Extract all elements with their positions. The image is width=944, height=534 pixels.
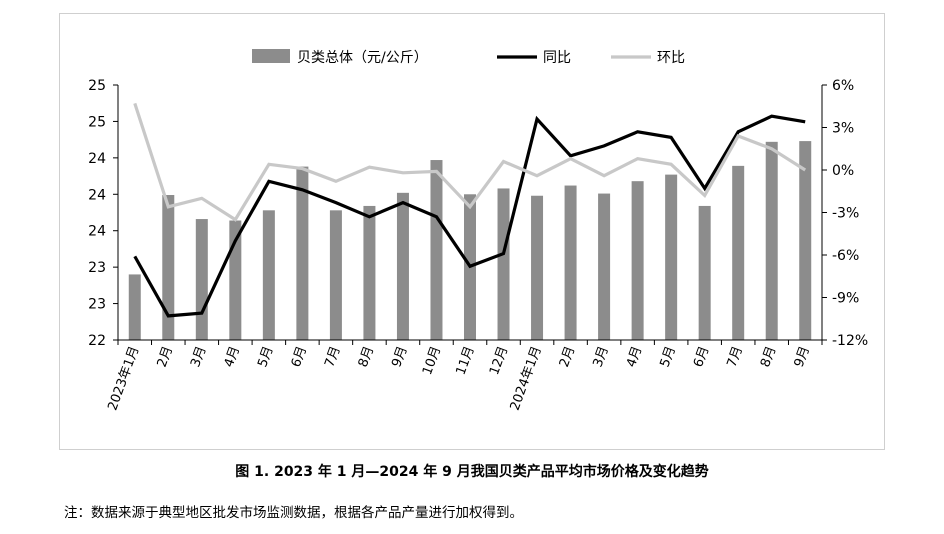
bar-17	[698, 205, 711, 340]
x-tick-label-8: 9月	[389, 344, 410, 369]
bar-18	[732, 165, 745, 340]
right-tick-label-4: 0%	[832, 163, 854, 179]
bar-6	[329, 210, 342, 340]
right-tick-label-6: 6%	[832, 78, 854, 94]
x-tick-label-1: 2月	[155, 344, 176, 369]
bar-13	[564, 185, 577, 340]
legend-bar-swatch	[252, 49, 290, 63]
x-tick-label-6: 7月	[322, 344, 343, 369]
bar-4	[262, 210, 275, 340]
x-tick-label-2: 3月	[188, 344, 209, 369]
legend-label-yoy: 同比	[543, 50, 571, 66]
left-tick-label-3: 24	[88, 224, 106, 240]
left-tick-label-4: 24	[88, 187, 106, 203]
bar-7	[363, 205, 376, 340]
figure-note: 注：数据来源于典型地区批发市场监测数据，根据各产品产量进行加权得到。	[64, 505, 523, 521]
legend-label-bars: 贝类总体（元/公斤）	[297, 50, 428, 66]
right-tick-label-5: 3%	[832, 121, 854, 137]
x-tick-label-12: 2024年1月	[508, 344, 545, 412]
left-tick-label-5: 24	[88, 151, 106, 167]
chart-svg: 22 23 23 24 24 24 25 25 -12% -9% -6% -3% 0% 3% 6% 2023年…	[88, 49, 868, 413]
left-tick-label-2: 23	[88, 260, 106, 276]
bar-11	[497, 188, 510, 340]
left-tick-label-7: 25	[88, 78, 106, 94]
left-tick-label-0: 22	[88, 333, 106, 349]
x-tick-label-20: 9月	[792, 344, 813, 369]
chart-frame: 22 23 23 24 24 24 25 25 -12% -9% -6% -3% 0% 3% 6% 2023年…	[59, 13, 885, 450]
x-tick-label-19: 8月	[758, 344, 779, 369]
x-tick-label-18: 7月	[725, 344, 746, 369]
x-tick-label-14: 3月	[590, 344, 611, 369]
x-tick-label-17: 6月	[691, 344, 712, 369]
x-tick-label-13: 2月	[557, 344, 578, 369]
x-tick-label-4: 5月	[255, 344, 276, 369]
bar-8	[396, 192, 409, 340]
bar-1	[162, 195, 175, 340]
x-tick-label-0: 2023年1月	[105, 344, 142, 412]
x-tick-label-7: 8月	[356, 344, 377, 369]
x-tick-label-16: 5月	[658, 344, 679, 369]
bar-14	[598, 193, 611, 340]
bar-19	[765, 141, 778, 340]
line-series-yoy	[133, 114, 806, 318]
figure-caption: 图 1. 2023 年 1 月—2024 年 9 月我国贝类产品平均市场价格及变…	[235, 464, 709, 480]
line-series-mom	[133, 102, 807, 222]
x-tick-label-11: 12月	[487, 344, 511, 377]
x-tick-label-9: 10月	[420, 344, 444, 377]
bar-15	[631, 181, 644, 340]
left-tick-label-1: 23	[88, 297, 106, 313]
right-tick-label-1: -9%	[832, 291, 859, 307]
right-tick-label-3: -3%	[832, 206, 859, 222]
bar-20	[799, 141, 812, 340]
x-tick-label-3: 4月	[222, 344, 243, 369]
bar-5	[296, 166, 309, 340]
bar-16	[665, 174, 678, 340]
legend-label-mom: 环比	[657, 50, 685, 66]
right-tick-label-2: -6%	[832, 248, 859, 264]
right-tick-label-0: -12%	[832, 333, 868, 349]
bar-2	[195, 219, 208, 340]
bar-9	[430, 160, 443, 340]
x-tick-label-5: 6月	[289, 344, 310, 369]
left-tick-label-6: 25	[88, 114, 106, 130]
x-tick-label-15: 4月	[624, 344, 645, 369]
bar-0	[128, 274, 141, 340]
bar-12	[531, 195, 544, 340]
x-tick-label-10: 11月	[454, 344, 478, 377]
